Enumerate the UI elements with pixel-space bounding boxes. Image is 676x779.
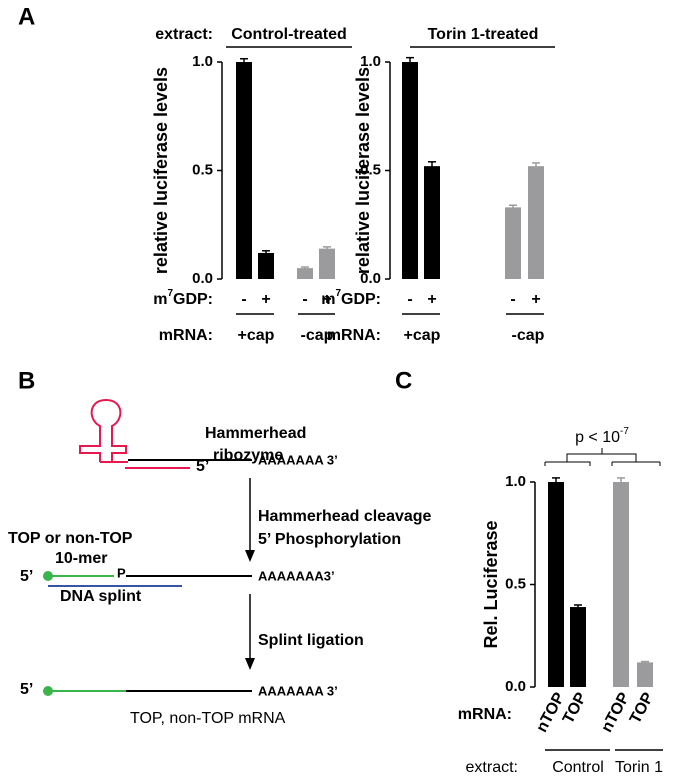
bar bbox=[548, 482, 564, 687]
arrow-head bbox=[245, 550, 255, 562]
x-axis-label-part: m bbox=[321, 291, 335, 308]
annotation-part: p < 10 bbox=[575, 429, 620, 446]
y-axis-label: Rel. Luciferase bbox=[481, 520, 501, 648]
ribozyme-hairpin bbox=[79, 398, 127, 462]
error-bar bbox=[323, 246, 331, 252]
x-axis-label: m7GDP: bbox=[153, 288, 213, 309]
bar bbox=[258, 252, 274, 279]
x-tick-label: - bbox=[510, 291, 515, 308]
group-axis-label: mRNA: bbox=[327, 327, 381, 344]
group-label: -cap bbox=[301, 327, 334, 344]
diagram-label: 5’ bbox=[196, 458, 209, 475]
group-label: Control bbox=[552, 759, 604, 776]
diagram-label: ribozyme bbox=[213, 447, 283, 464]
error-bar bbox=[240, 57, 248, 67]
y-tick-label: 1.0 bbox=[192, 53, 213, 70]
x-tick-label: - bbox=[241, 291, 246, 308]
diagram-label: TOP, non-TOP mRNA bbox=[130, 710, 286, 727]
bar bbox=[319, 248, 335, 279]
error-bar bbox=[509, 204, 517, 211]
error-bar bbox=[406, 56, 414, 68]
group-label: Torin 1 bbox=[615, 759, 663, 776]
bar bbox=[570, 607, 586, 687]
y-tick-label: 0.0 bbox=[192, 270, 213, 287]
chart-title: Control-treated bbox=[231, 26, 347, 43]
x-tick-label: + bbox=[531, 291, 540, 308]
y-tick-label: 0.5 bbox=[505, 575, 526, 592]
bar bbox=[637, 662, 653, 687]
diagram-label: P bbox=[117, 565, 126, 580]
group-axis-label: extract: bbox=[466, 759, 518, 776]
x-tick-label: TOP bbox=[560, 690, 590, 727]
error-bar bbox=[552, 477, 560, 487]
x-tick-label: + bbox=[322, 291, 331, 308]
error-bar bbox=[617, 477, 625, 487]
panel-label: A bbox=[18, 3, 35, 30]
diagram-label: Hammerhead cleavage bbox=[258, 508, 432, 525]
x-tick-label: - bbox=[302, 291, 307, 308]
x-axis-label-sup: 7 bbox=[335, 288, 341, 299]
diagram-label: 10-mer bbox=[55, 550, 107, 567]
error-bar bbox=[262, 250, 270, 256]
diagram-label: Splint ligation bbox=[258, 632, 364, 649]
y-tick-label: 0.0 bbox=[505, 678, 526, 695]
x-tick-label: + bbox=[427, 291, 436, 308]
significance-bracket bbox=[544, 448, 661, 466]
y-tick-label: 0.0 bbox=[360, 270, 381, 287]
bar bbox=[236, 62, 252, 279]
x-tick-label: nTOP bbox=[598, 690, 633, 736]
diagram-label: TOP or non-TOP bbox=[8, 530, 133, 547]
x-tick-label: TOP bbox=[627, 690, 657, 727]
diagram-label: DNA splint bbox=[60, 588, 142, 605]
panel-label: B bbox=[18, 367, 35, 394]
y-axis-label: relative luciferase levels bbox=[151, 67, 171, 274]
y-tick-label: 0.5 bbox=[192, 161, 213, 178]
y-tick-label: 1.0 bbox=[360, 53, 381, 70]
diagram-label: AAAAAAA 3’ bbox=[258, 452, 338, 467]
diagram-label: 5’ bbox=[20, 568, 33, 585]
group-label: -cap bbox=[512, 327, 545, 344]
arrow-head bbox=[245, 658, 255, 670]
x-axis-label: mRNA: bbox=[458, 706, 512, 723]
x-tick-label: + bbox=[261, 291, 270, 308]
x-tick-label: - bbox=[407, 291, 412, 308]
error-bar bbox=[301, 266, 309, 270]
bracket bbox=[544, 448, 661, 466]
extract-label: extract: bbox=[155, 26, 213, 43]
diagram-shapes bbox=[43, 398, 255, 696]
group-label: +cap bbox=[238, 327, 275, 344]
x-axis-label-part: GDP: bbox=[341, 291, 381, 308]
annotation-sup: -7 bbox=[620, 426, 629, 437]
diagram-label: 5’ bbox=[20, 681, 33, 698]
error-bar bbox=[532, 162, 540, 171]
x-axis-label-part: GDP: bbox=[173, 291, 213, 308]
error-bar bbox=[641, 660, 649, 664]
error-bar bbox=[574, 604, 582, 610]
group-label: +cap bbox=[404, 327, 441, 344]
bar bbox=[528, 166, 544, 279]
y-tick-label: 1.0 bbox=[505, 473, 526, 490]
bar bbox=[402, 62, 418, 279]
annotation: p < 10-7 bbox=[575, 426, 629, 447]
panel-label: C bbox=[395, 367, 412, 394]
x-axis-label-sup: 7 bbox=[167, 288, 173, 299]
bar bbox=[613, 482, 629, 687]
chart-title: Torin 1-treated bbox=[428, 26, 539, 43]
x-axis-label-part: m bbox=[153, 291, 167, 308]
y-tick-label: 0.5 bbox=[360, 161, 381, 178]
diagram-label: 5’ Phosphorylation bbox=[258, 531, 401, 548]
diagram-label: Hammerhead bbox=[205, 425, 306, 442]
group-axis-label: mRNA: bbox=[159, 327, 213, 344]
bar bbox=[297, 268, 313, 279]
diagram-label: AAAAAAA3’ bbox=[258, 568, 335, 583]
bar bbox=[424, 166, 440, 279]
diagram-label: AAAAAAA 3’ bbox=[258, 683, 338, 698]
x-axis-label: m7GDP: bbox=[321, 288, 381, 309]
bar bbox=[505, 207, 521, 279]
error-bar bbox=[428, 161, 436, 172]
y-axis-label: relative luciferase levels bbox=[353, 67, 373, 274]
